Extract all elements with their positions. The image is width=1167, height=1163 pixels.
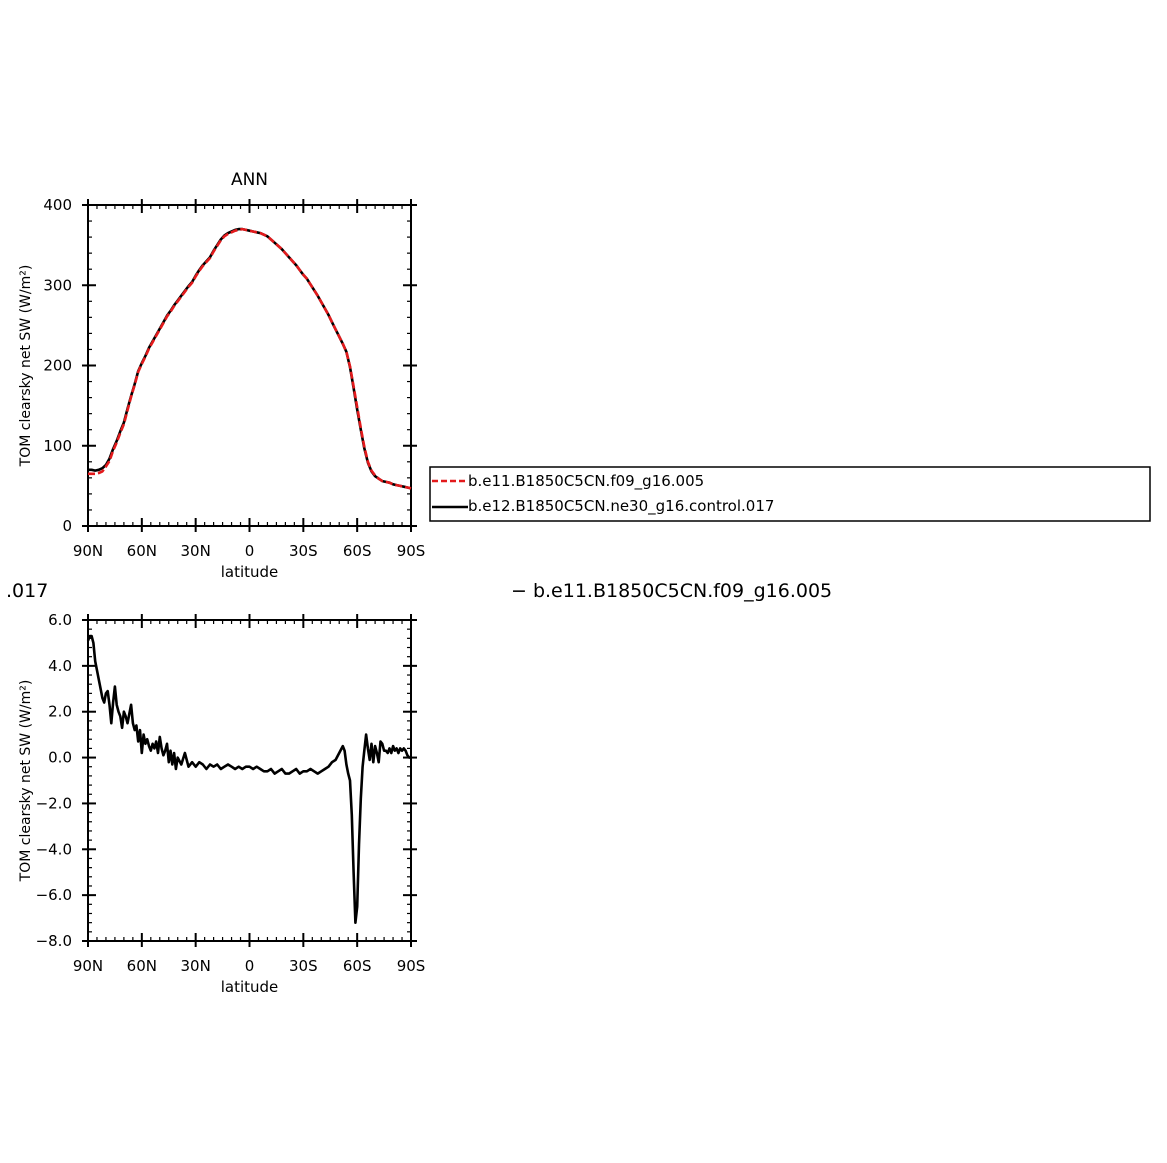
y-tick-label: 4.0 (48, 657, 72, 675)
legend-label-series-1: b.e12.B1850C5CN.ne30_g16.control.017 (468, 497, 774, 516)
x-tick-label: 90N (73, 957, 103, 975)
x-tick-label: 90S (397, 957, 426, 975)
x-axis-label: latitude (221, 563, 279, 581)
x-tick-label: 0 (245, 957, 255, 975)
legend: b.e11.B1850C5CN.f09_g16.005 b.e12.B1850C… (429, 466, 1151, 522)
y-tick-label: 0.0 (48, 749, 72, 767)
y-tick-label: −2.0 (36, 794, 72, 812)
x-tick-label: 30N (181, 957, 211, 975)
y-tick-label: −6.0 (36, 886, 72, 904)
x-tick-label: 30S (289, 957, 318, 975)
x-tick-label: 60S (343, 957, 372, 975)
plot-frame (87, 204, 412, 527)
x-tick-label: 60N (127, 957, 157, 975)
y-tick-label: −4.0 (36, 840, 72, 858)
y-tick-label: 100 (43, 437, 72, 455)
x-axis-label: latitude (221, 978, 279, 996)
y-axis-label: TOM clearsky net SW (W/m²) (18, 680, 34, 883)
y-tick-label: 400 (43, 196, 72, 214)
legend-fragment-left: .017 (6, 580, 48, 602)
y-tick-label: 6.0 (48, 611, 72, 629)
legend-label-series-2: b.e11.B1850C5CN.f09_g16.005 (468, 472, 704, 491)
x-tick-label: 30S (289, 542, 318, 560)
x-tick-label: 0 (245, 542, 255, 560)
chart-title: ANN (231, 170, 268, 190)
y-tick-label: 200 (43, 357, 72, 375)
y-tick-label: 0 (62, 517, 72, 535)
x-tick-label: 90S (397, 542, 426, 560)
chart-panel-top: 90N 60N 30N 0 30S 60S 90S 0 100 200 300 400 latitude… (18, 170, 425, 581)
series-line-1 (88, 227, 412, 490)
legend-entry-right: − b.e11.B1850C5CN.f09_g16.005 (511, 580, 832, 602)
legend-box (429, 466, 1151, 522)
series-line-1 (86, 634, 411, 924)
x-tick-label: 60S (343, 542, 372, 560)
x-tick-label: 90N (73, 542, 103, 560)
chart-panel-bottom: 90N 60N 30N 0 30S 60S 90S −8.0 −6.0 −4.0 −2.0 0.0 2.… (18, 611, 425, 996)
y-tick-label: 300 (43, 276, 72, 294)
x-tick-label: 60N (127, 542, 157, 560)
y-tick-label: 2.0 (48, 703, 72, 721)
series-line-2 (88, 227, 412, 490)
y-tick-label: −8.0 (36, 932, 72, 950)
y-axis-label: TOM clearsky net SW (W/m²) (18, 265, 34, 468)
x-tick-label: 30N (181, 542, 211, 560)
